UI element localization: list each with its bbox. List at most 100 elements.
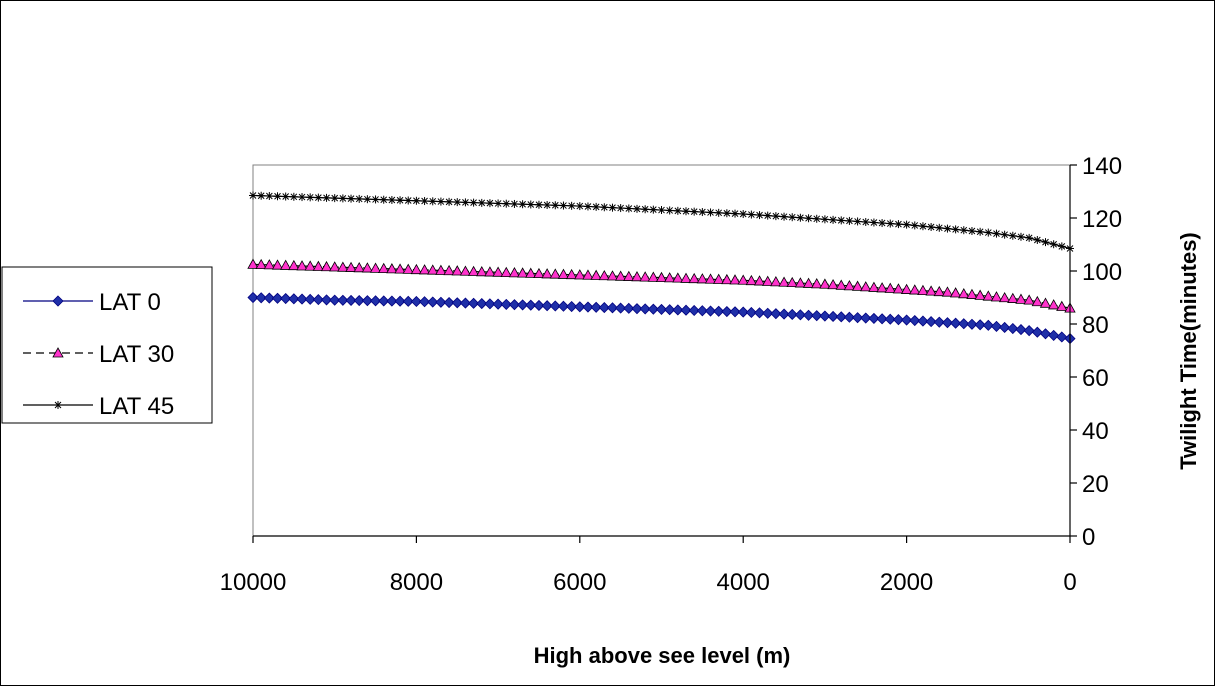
data-point-marker: [468, 297, 480, 309]
data-point-marker: [271, 292, 284, 304]
data-point-marker: [394, 263, 406, 274]
data-point-marker: [974, 289, 986, 300]
marker-stroke: [339, 195, 347, 202]
data-point-marker: [780, 212, 789, 221]
data-point-marker: [304, 293, 316, 305]
marker-stroke: [870, 219, 878, 226]
marker-stroke: [560, 202, 567, 209]
marker-stroke: [625, 205, 633, 212]
data-point-marker: [492, 298, 504, 310]
marker-stroke: [527, 201, 535, 208]
data-point-marker: [484, 298, 496, 310]
marker-stroke: [993, 230, 1000, 237]
data-point-marker: [312, 260, 325, 271]
data-point-marker: [704, 305, 717, 317]
data-point-marker: [696, 273, 709, 284]
data-point-marker: [598, 302, 610, 314]
data-point-marker: [378, 262, 390, 274]
data-point-marker: [314, 193, 323, 202]
data-point-marker: [280, 292, 292, 305]
data-point-marker: [704, 273, 717, 284]
axes: 0 20 40 60 80 100 120 140 10000 8000 6000 4000 2000 0: [220, 153, 1122, 596]
data-point-marker: [631, 303, 643, 315]
data-point-marker: [623, 270, 635, 281]
data-point-marker: [966, 318, 978, 330]
x-tick-label: 10000: [220, 569, 287, 596]
data-point-marker: [371, 195, 380, 204]
data-point-marker: [494, 199, 503, 208]
data-point-marker: [829, 215, 838, 224]
data-point-marker: [663, 272, 676, 283]
marker-stroke: [984, 229, 992, 236]
data-point-marker: [745, 274, 758, 286]
data-point-marker: [337, 294, 349, 306]
data-point-marker: [516, 267, 529, 278]
data-point-marker: [288, 293, 300, 305]
data-point-marker: [592, 202, 601, 211]
data-point-marker: [247, 291, 259, 304]
data-point-marker: [713, 305, 725, 317]
marker-stroke: [1009, 232, 1017, 240]
data-point-marker: [288, 259, 300, 271]
x-tick-label: 4000: [717, 569, 770, 596]
marker-stroke: [372, 196, 379, 203]
data-point-marker: [1048, 329, 1060, 341]
data-point-marker: [852, 312, 864, 324]
data-point-marker: [54, 401, 62, 409]
series-lat-0: [247, 291, 1076, 345]
data-point-marker: [606, 270, 619, 281]
data-point-marker: [959, 226, 968, 235]
data-point-marker: [412, 196, 421, 205]
data-point-marker: [933, 316, 945, 328]
data-point-marker: [992, 229, 1001, 238]
data-point-marker: [559, 201, 568, 210]
data-point-marker: [827, 278, 839, 290]
y-tick-label: 140: [1082, 153, 1122, 180]
marker-stroke: [935, 224, 943, 232]
data-point-marker: [739, 210, 748, 219]
data-point-marker: [289, 192, 298, 201]
x-tick-label: 0: [1063, 569, 1076, 596]
marker-stroke: [911, 222, 919, 229]
data-point-marker: [820, 215, 829, 224]
data-point-marker: [909, 314, 921, 327]
marker-stroke: [944, 225, 951, 232]
marker-stroke: [331, 194, 339, 202]
data-point-marker: [600, 203, 609, 212]
marker-stroke: [404, 197, 412, 204]
marker-stroke: [829, 216, 837, 224]
data-point-marker: [345, 294, 357, 306]
data-point-marker: [1015, 293, 1027, 304]
data-point-marker: [249, 191, 257, 200]
legend-box: [1, 266, 213, 424]
data-point-marker: [770, 308, 782, 320]
y-axis-title: Twilight Time(minutes): [1176, 232, 1201, 470]
data-point-marker: [910, 221, 919, 230]
marker-stroke: [617, 204, 625, 212]
data-point-marker: [770, 276, 782, 287]
marker-stroke: [290, 193, 298, 201]
data-point-marker: [477, 198, 486, 207]
data-point-marker: [525, 299, 537, 311]
marker-stroke: [494, 200, 502, 207]
data-point-marker: [518, 200, 527, 209]
data-point-marker: [549, 300, 561, 312]
data-point-marker: [296, 293, 308, 305]
data-point-marker: [386, 263, 398, 274]
data-point-marker: [982, 290, 994, 301]
data-point-marker: [737, 274, 749, 285]
data-point-marker: [567, 201, 576, 210]
data-point-marker: [851, 280, 864, 291]
marker-stroke: [274, 192, 281, 200]
data-point-marker: [353, 294, 365, 307]
data-point-marker: [812, 214, 821, 223]
data-point-marker: [1041, 238, 1050, 247]
data-point-marker: [721, 305, 733, 318]
data-point-marker: [52, 347, 64, 358]
data-point-marker: [517, 299, 529, 311]
data-point-marker: [435, 264, 447, 275]
marker-stroke: [355, 195, 363, 203]
data-point-marker: [1007, 292, 1019, 303]
